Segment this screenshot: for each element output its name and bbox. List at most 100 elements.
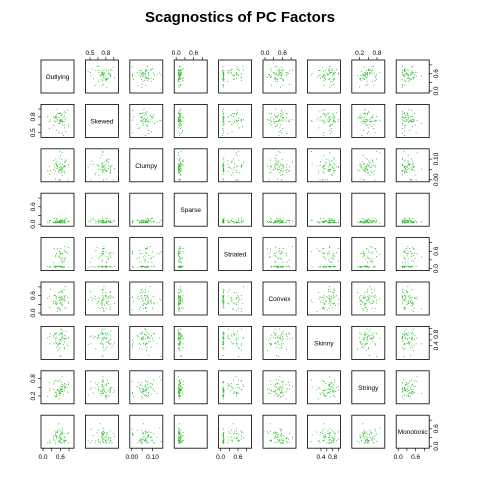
data-point	[232, 343, 234, 345]
data-point	[58, 296, 60, 298]
data-point	[236, 395, 237, 397]
data-point	[178, 328, 180, 330]
data-point	[367, 219, 369, 221]
data-point	[61, 303, 63, 305]
data-point	[56, 395, 57, 397]
data-point	[316, 310, 318, 312]
data-point	[334, 436, 336, 438]
data-point	[61, 296, 63, 298]
data-point	[142, 393, 144, 394]
data-point	[240, 221, 242, 222]
data-point	[59, 379, 61, 381]
data-point	[107, 439, 109, 441]
data-point	[59, 390, 61, 392]
data-point	[140, 440, 141, 442]
y-axis-left-convex: 0.00.6	[30, 286, 41, 318]
data-point	[58, 163, 60, 165]
data-point	[328, 117, 330, 119]
panel-frame	[306, 148, 341, 183]
data-point	[61, 253, 63, 255]
data-point	[227, 338, 229, 339]
data-point	[363, 253, 365, 255]
data-point	[412, 163, 414, 165]
data-point	[108, 161, 109, 163]
data-point	[332, 222, 334, 223]
data-point	[318, 117, 319, 119]
data-point	[179, 436, 181, 438]
data-point	[102, 80, 104, 82]
data-point	[421, 168, 422, 170]
data-point	[331, 386, 333, 388]
data-point	[55, 221, 57, 223]
data-point	[376, 221, 377, 223]
data-point	[156, 302, 158, 304]
data-point	[149, 246, 151, 247]
data-point	[137, 295, 139, 297]
data-point	[237, 69, 239, 70]
data-point	[180, 384, 181, 386]
data-point	[59, 308, 61, 310]
data-point	[275, 342, 276, 344]
data-point	[59, 120, 61, 122]
panel-frame	[262, 281, 297, 316]
data-point	[231, 386, 233, 388]
data-point	[154, 390, 155, 392]
data-point	[242, 302, 244, 304]
data-point	[222, 221, 224, 223]
data-point	[368, 440, 370, 442]
data-point	[222, 299, 223, 301]
data-point	[230, 390, 232, 392]
data-point	[98, 70, 100, 72]
data-point	[361, 161, 363, 162]
data-point	[178, 80, 179, 82]
data-point	[402, 390, 404, 392]
data-point	[361, 346, 363, 348]
data-point	[363, 66, 365, 68]
data-point	[280, 74, 282, 76]
data-point	[98, 219, 100, 221]
data-point	[156, 222, 158, 224]
data-point	[106, 442, 108, 444]
data-point	[137, 266, 139, 268]
data-point	[277, 116, 279, 118]
data-point	[60, 392, 61, 394]
data-point	[182, 80, 184, 82]
data-point	[91, 218, 93, 220]
data-point	[178, 332, 180, 334]
data-point	[180, 170, 182, 171]
data-point	[108, 158, 110, 160]
data-point	[98, 442, 100, 444]
data-point	[222, 439, 224, 441]
data-point	[180, 335, 182, 337]
data-point	[369, 286, 371, 287]
data-point	[47, 116, 49, 118]
data-point	[273, 71, 275, 73]
data-point	[328, 159, 330, 161]
data-point	[227, 291, 229, 293]
data-point	[404, 70, 406, 71]
data-point	[404, 117, 405, 119]
data-point	[178, 436, 180, 438]
data-point	[274, 253, 275, 254]
data-point	[406, 291, 408, 293]
data-point	[99, 74, 101, 76]
data-point	[402, 157, 404, 159]
data-point	[369, 297, 371, 299]
data-point	[132, 434, 133, 436]
data-point	[285, 384, 287, 385]
data-point	[360, 266, 362, 267]
data-point	[222, 294, 224, 296]
data-point	[61, 442, 63, 444]
data-point	[370, 261, 372, 263]
data-point	[328, 439, 330, 441]
data-point	[143, 436, 145, 437]
data-point	[137, 382, 139, 384]
data-point	[58, 117, 60, 119]
data-point	[275, 77, 276, 79]
data-point	[329, 299, 331, 301]
data-point	[101, 434, 103, 436]
data-point	[319, 74, 321, 76]
data-point	[150, 432, 152, 433]
data-point	[57, 310, 58, 312]
data-point	[63, 299, 64, 301]
